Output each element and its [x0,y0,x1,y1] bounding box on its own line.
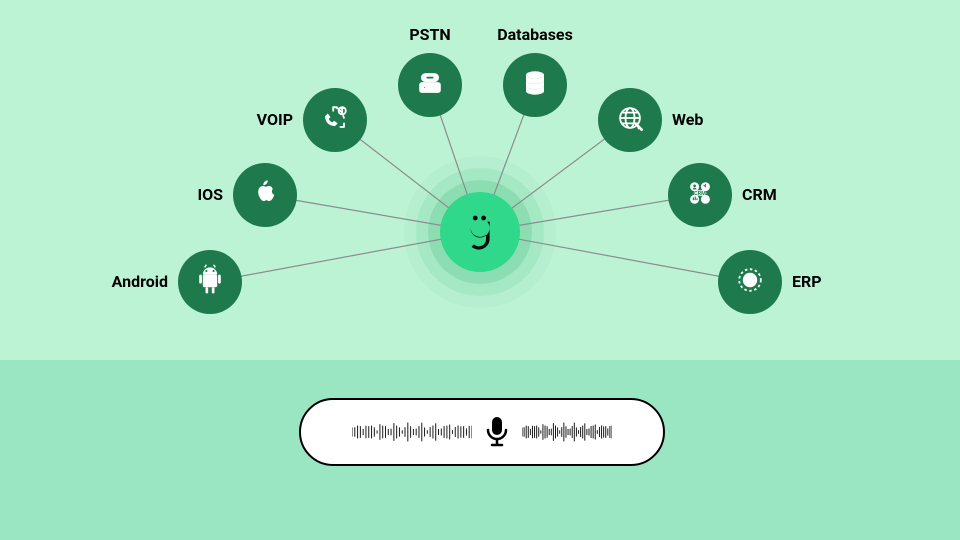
center-logo-icon [456,206,504,258]
label-crm: CRM [742,185,777,204]
waveform-right-icon [522,414,612,450]
svg-text:ERP: ERP [744,277,756,285]
voice-input-pill[interactable] [299,398,665,466]
waveform-left-icon [352,414,472,450]
node-web [598,88,662,152]
node-android [178,250,242,314]
node-crm: CRM [668,163,732,227]
svg-text:CRM: CRM [694,191,706,197]
android-icon [192,262,228,302]
node-voip [303,88,367,152]
node-pstn [398,53,462,117]
label-android: Android [112,272,168,291]
node-erp: ERP [718,250,782,314]
label-databases: Databases [485,25,585,44]
node-databases [503,53,567,117]
web-icon [612,100,648,140]
microphone-icon [484,414,510,450]
ios-icon [247,175,283,215]
pstn-icon [412,65,448,105]
center-node [440,192,520,272]
label-pstn: PSTN [380,25,480,44]
label-web: Web [672,110,703,129]
erp-icon: ERP [732,262,768,302]
node-ios [233,163,297,227]
databases-icon [517,65,553,105]
label-ios: IOS [197,185,223,204]
voip-icon [317,100,353,140]
label-voip: VOIP [257,110,293,129]
crm-icon: CRM [682,175,718,215]
label-erp: ERP [792,272,822,291]
infographic-root: Android IOS VOIP [0,0,960,540]
